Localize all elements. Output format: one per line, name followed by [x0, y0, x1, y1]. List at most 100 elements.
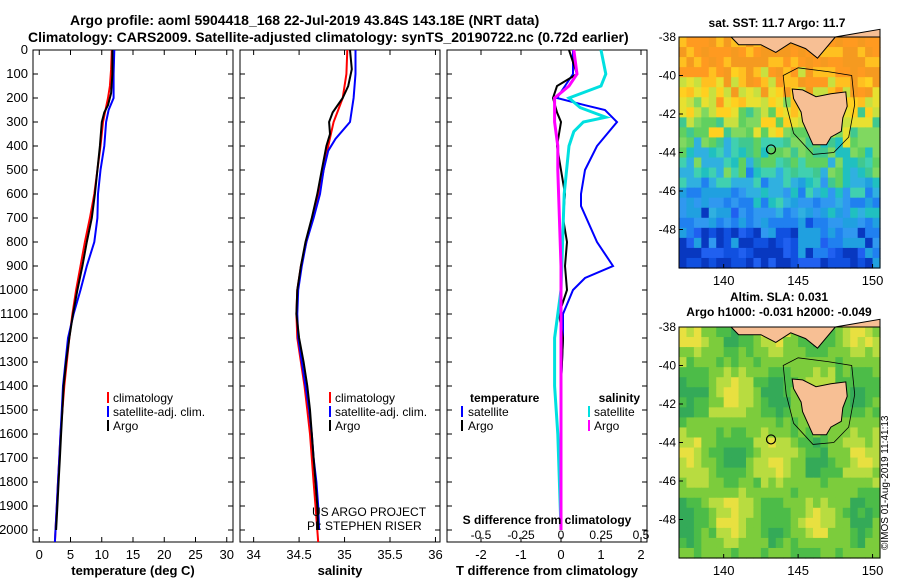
sst_map-cell — [783, 87, 792, 98]
sst_map-cell — [865, 117, 874, 128]
sla_map-cell — [723, 507, 732, 519]
sla_map-cell — [827, 467, 836, 479]
sst_map-cell — [775, 187, 784, 199]
sst_map-cell — [857, 237, 866, 249]
sst_map-cell — [679, 137, 688, 149]
sla_map-cell — [679, 427, 688, 439]
sst_map-cell — [731, 157, 740, 169]
sla_map-cell — [805, 527, 814, 539]
sla_map-cell — [693, 487, 702, 499]
sla_map-cell — [738, 537, 747, 549]
sst_map-cell — [783, 257, 792, 269]
sst_map-cell — [842, 217, 851, 229]
sst_map-ytick-label: -44 — [659, 146, 677, 160]
sst_map-cell — [820, 167, 829, 179]
sst_map-cell — [738, 137, 747, 149]
sla_map-cell — [753, 357, 762, 368]
sst_map-cell — [716, 137, 725, 149]
sst_map-cell — [842, 117, 851, 128]
sst_map-cell — [738, 107, 747, 118]
sla_map-cell — [760, 337, 769, 348]
sst_map-cell — [746, 217, 755, 229]
sst_map-cell — [872, 157, 881, 169]
sla_map-cell — [805, 477, 814, 489]
sst_map-cell — [701, 137, 710, 149]
sst_map-cell — [783, 57, 792, 68]
sst_map-cell — [790, 167, 799, 179]
difference-legend-salinity-heading: salinity — [599, 391, 641, 405]
sla_map-cell — [798, 537, 807, 549]
sst_map-cell — [679, 237, 688, 249]
sla_map-cell — [768, 497, 777, 509]
sla_map-cell — [708, 327, 717, 338]
sst_map-cell — [865, 187, 874, 199]
sst_map-cell — [790, 257, 799, 269]
sst_map-cell — [708, 247, 717, 259]
sst_map-cell — [708, 187, 717, 199]
depth-tick-label: 1300 — [0, 354, 28, 369]
sst_map-cell — [746, 257, 755, 269]
sst_map-cell — [686, 97, 695, 108]
sla_map-cell — [805, 467, 814, 479]
sla_map-cell — [835, 327, 844, 338]
sst_map-cell — [790, 247, 799, 259]
sst-map-title: sat. SST: 11.7 Argo: 11.7 — [709, 16, 846, 30]
sla_map-cell — [835, 457, 844, 469]
sst_map-cell — [738, 117, 747, 128]
sst_map-cell — [679, 217, 688, 229]
salinity-xtick-label: 36 — [428, 547, 442, 562]
sla_map-cell — [716, 527, 725, 539]
sla_map-cell — [790, 467, 799, 479]
sla_map-cell — [686, 337, 695, 348]
sla_map-cell — [753, 497, 762, 509]
sst_map-cell — [708, 157, 717, 169]
figure-title-line2: Climatology: CARS2009. Satellite-adjuste… — [28, 29, 629, 45]
sla_map-cell — [686, 467, 695, 479]
sst_map-cell — [686, 87, 695, 98]
sla_map-cell — [790, 497, 799, 509]
sla_map-cell — [842, 357, 851, 368]
sst_map-cell — [746, 167, 755, 179]
sst_map-cell — [701, 207, 710, 219]
sla_map-cell — [686, 397, 695, 408]
sst_map-cell — [798, 57, 807, 68]
sla_map-cell — [835, 337, 844, 348]
sst_map-cell — [693, 87, 702, 98]
sla_map-ytick-label: -42 — [659, 397, 677, 411]
sla_map-cell — [746, 517, 755, 529]
sla_map-cell — [813, 537, 822, 549]
sst_map-cell — [701, 167, 710, 179]
sla_map-cell — [857, 347, 866, 358]
sst_map-cell — [813, 237, 822, 249]
sst_map-tasmania-land — [791, 88, 848, 146]
sst_map-cell — [850, 207, 859, 219]
sst_map-cell — [768, 147, 777, 159]
sla_map-cell — [708, 337, 717, 348]
sla_map-cell — [805, 457, 814, 469]
sla_map-cell — [708, 517, 717, 529]
sst_map-cell — [835, 167, 844, 179]
sla_map-cell — [731, 427, 740, 439]
sla_map-cell — [746, 417, 755, 429]
sst_map-cell — [813, 217, 822, 229]
salinity-series-argo — [295, 49, 353, 531]
sst_map-cell — [850, 117, 859, 128]
sst_map-cell — [842, 197, 851, 209]
sla_map-cell — [731, 517, 740, 529]
sst_map-cell — [857, 217, 866, 229]
sst_map-cell — [753, 67, 762, 78]
sla_map-cell — [790, 437, 799, 449]
sst_map-cell — [783, 77, 792, 88]
sla_map-cell — [746, 377, 755, 388]
sla_map-cell — [820, 507, 829, 519]
sst_map-cell — [716, 227, 725, 239]
sst_map-cell — [731, 67, 740, 78]
sst_map-cell — [701, 147, 710, 159]
sst_map-cell — [738, 247, 747, 259]
sla_map-cell — [693, 537, 702, 549]
sst_map-cell — [731, 197, 740, 209]
sla_map-cell — [842, 427, 851, 439]
sla_map-cell — [753, 407, 762, 418]
sla_map-cell — [708, 537, 717, 549]
sla_map-cell — [686, 527, 695, 539]
